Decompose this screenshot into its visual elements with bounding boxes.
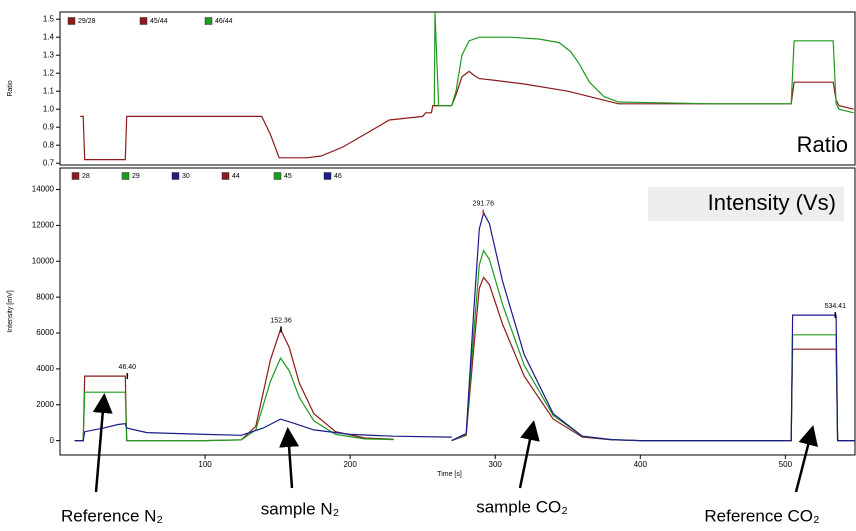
x-tick-label: 200 <box>343 460 357 469</box>
callout-arrow <box>92 393 113 493</box>
panel-title: Ratio <box>797 132 848 157</box>
series-line <box>451 249 855 442</box>
y-tick-label: 12000 <box>32 221 55 230</box>
legend-swatch <box>323 172 332 180</box>
series-line <box>80 105 438 161</box>
legend-swatch <box>221 172 230 180</box>
y-axis-label: Ratio <box>7 80 14 96</box>
peak-label: 291.76 <box>473 201 495 208</box>
series-line <box>74 327 394 442</box>
peak-label: 46.40 <box>119 364 137 371</box>
y-tick-label: 6000 <box>36 328 54 337</box>
callout-label: sample N₂ <box>261 499 339 518</box>
y-tick-label: 10000 <box>32 256 55 265</box>
legend-swatch <box>139 17 148 25</box>
legend-swatch <box>121 172 130 180</box>
legend-label: 45 <box>284 173 292 180</box>
y-tick-label: 1.2 <box>43 68 55 77</box>
legend-label: 46 <box>334 173 342 180</box>
series-line <box>451 211 855 442</box>
callout-arrow <box>518 420 540 489</box>
y-tick-label: 0.7 <box>43 158 55 167</box>
legend-swatch <box>171 172 180 180</box>
y-tick-label: 1.3 <box>43 50 55 59</box>
legend-swatch <box>71 172 80 180</box>
legend-label: 46/44 <box>215 18 233 25</box>
y-tick-label: 1.1 <box>43 86 55 95</box>
y-tick-label: 2000 <box>36 400 54 409</box>
callout-label: Reference N₂ <box>61 506 163 525</box>
legend-label: 30 <box>182 173 190 180</box>
peak-label: 152.36 <box>270 317 292 324</box>
legend-label: 29/28 <box>78 18 96 25</box>
legend-label: 28 <box>82 173 90 180</box>
series-line <box>74 356 394 442</box>
legend-swatch <box>273 172 282 180</box>
title-box <box>648 187 844 221</box>
x-tick-label: 100 <box>198 460 212 469</box>
legend-swatch <box>67 17 76 25</box>
y-tick-label: 1.5 <box>43 14 55 23</box>
peak-label: 534.41 <box>825 303 847 310</box>
y-tick-label: 0.8 <box>43 140 55 149</box>
legend-label: 45/44 <box>150 18 168 25</box>
series-line <box>451 276 855 442</box>
callout-label: Reference CO₂ <box>704 506 819 525</box>
y-tick-label: 0.9 <box>43 122 55 131</box>
y-tick-label: 14000 <box>32 185 55 194</box>
x-tick-label: 300 <box>489 460 503 469</box>
callout-arrow <box>794 425 818 493</box>
panel-title: Intensity (Vs) <box>708 190 836 215</box>
y-axis-label: Intensity [mV] <box>7 290 14 332</box>
y-tick-label: 1.4 <box>43 32 55 41</box>
x-tick-label: 500 <box>779 460 793 469</box>
y-tick-label: 8000 <box>36 292 54 301</box>
y-tick-label: 1.0 <box>43 104 55 113</box>
y-tick-label: 0 <box>50 436 55 445</box>
series-line <box>434 70 854 110</box>
x-tick-label: 400 <box>634 460 648 469</box>
legend-label: 29 <box>132 173 140 180</box>
series-line <box>433 12 854 114</box>
y-tick-label: 4000 <box>36 364 54 373</box>
legend-swatch <box>204 17 213 25</box>
callout-arrow <box>279 427 300 489</box>
x-axis-label: Time [s] <box>437 471 462 478</box>
callout-label: sample CO₂ <box>476 497 568 516</box>
legend-label: 44 <box>232 173 240 180</box>
series-line <box>74 418 452 442</box>
